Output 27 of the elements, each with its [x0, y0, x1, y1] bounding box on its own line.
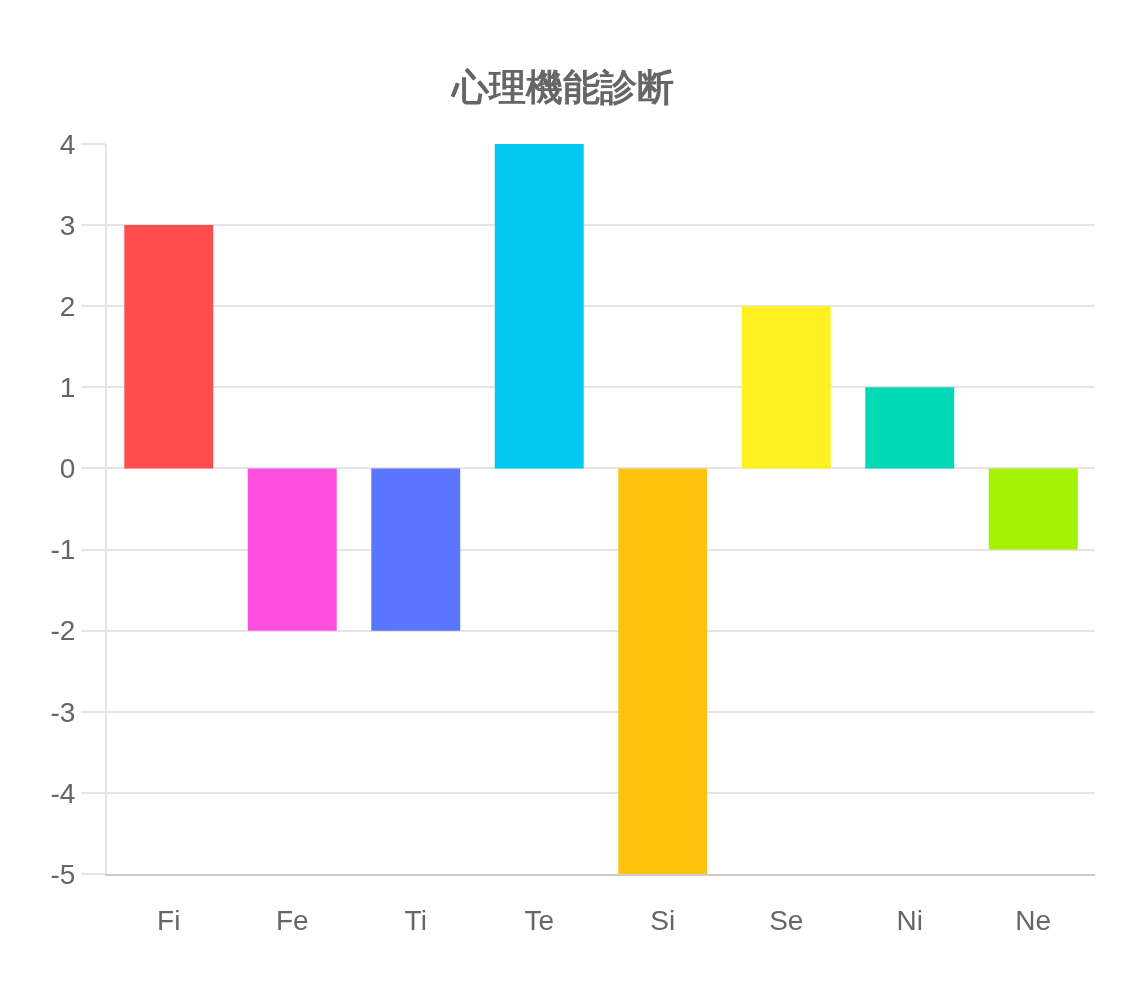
bar [124, 225, 214, 469]
x-tick-label: Ni [896, 904, 923, 936]
x-tick-label: Fi [157, 904, 181, 936]
y-tick-label: 0 [59, 453, 76, 485]
y-tick-label: -1 [50, 534, 76, 566]
y-tick-label: 2 [59, 291, 76, 323]
x-tick-label: Ti [404, 904, 427, 936]
bar [494, 144, 584, 469]
bar [865, 387, 955, 469]
bar [618, 468, 708, 874]
bar [371, 468, 461, 631]
x-tick-label: Te [524, 904, 555, 936]
bar [247, 468, 337, 631]
y-tick-label: 1 [59, 372, 76, 404]
y-tick-label: -2 [50, 615, 76, 647]
x-tick-label: Ne [1015, 904, 1052, 936]
y-tick-label: 3 [59, 209, 76, 241]
chart-title: 心理機能診断 [449, 67, 674, 109]
y-tick-label: -4 [50, 777, 76, 809]
y-tick-label: -3 [50, 696, 76, 728]
bar [741, 306, 831, 469]
x-tick-label: Fe [275, 904, 309, 936]
x-tick-label: Se [769, 904, 804, 936]
y-tick-label: -5 [50, 858, 76, 890]
y-tick-label: 4 [59, 128, 76, 160]
x-tick-label: Si [650, 904, 676, 936]
bar [988, 468, 1078, 550]
